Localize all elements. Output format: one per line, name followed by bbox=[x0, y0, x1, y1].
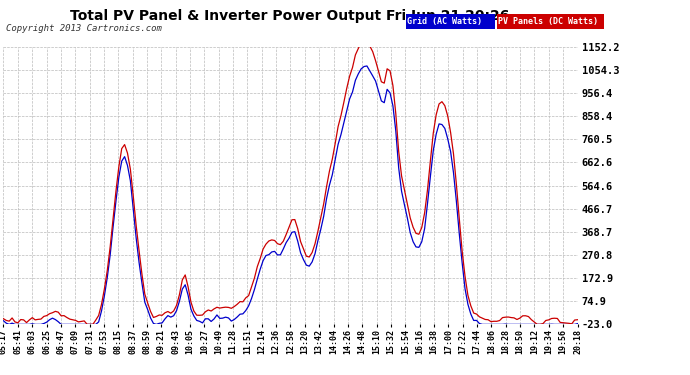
Text: Grid (AC Watts): Grid (AC Watts) bbox=[407, 17, 482, 26]
Text: Total PV Panel & Inverter Power Output Fri Jun 21 20:26: Total PV Panel & Inverter Power Output F… bbox=[70, 9, 509, 23]
Text: PV Panels (DC Watts): PV Panels (DC Watts) bbox=[498, 17, 598, 26]
Text: Copyright 2013 Cartronics.com: Copyright 2013 Cartronics.com bbox=[6, 24, 161, 33]
